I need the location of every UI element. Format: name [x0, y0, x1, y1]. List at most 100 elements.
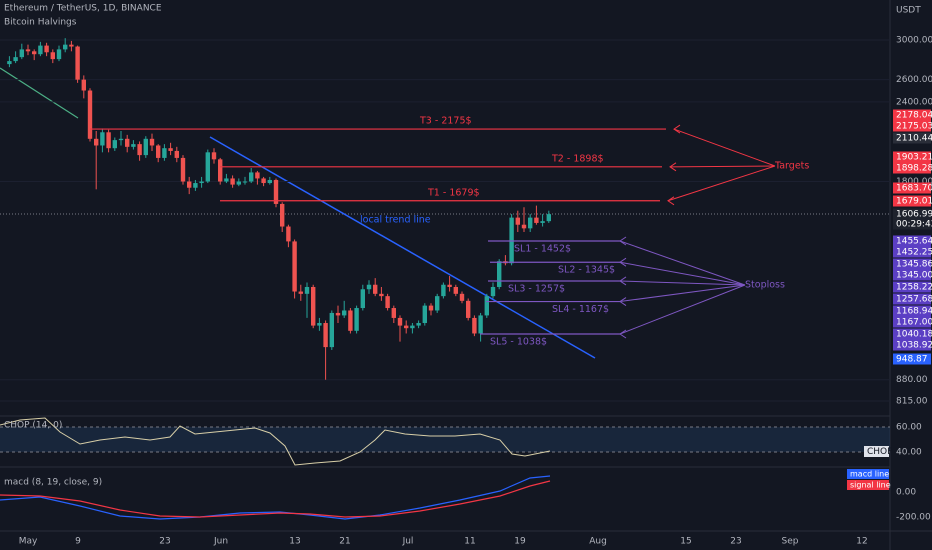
chop-line	[0, 417, 551, 466]
candle-body	[205, 152, 210, 182]
stoploss-arrow	[619, 284, 746, 335]
price-tick-label: 1800.00	[896, 177, 932, 187]
price-tag	[893, 339, 931, 351]
price-tag-label: 948.87	[896, 355, 928, 365]
candle-body	[391, 308, 396, 318]
chop-tag-label: CHOP	[867, 447, 893, 457]
candle-body	[311, 286, 316, 326]
candle-body	[174, 150, 179, 158]
time-tick-label: 13	[289, 537, 300, 547]
stoploss-arrow	[619, 240, 746, 286]
time-tick-label: 11	[464, 537, 475, 547]
price-tag-label: 1345.00	[896, 271, 932, 281]
candle-body	[137, 144, 142, 156]
candle-body	[218, 159, 223, 182]
time-tick-label: 23	[730, 537, 741, 547]
candle-body	[459, 293, 465, 301]
arrow-head	[669, 162, 677, 172]
candle-body	[211, 152, 217, 160]
candle-body	[304, 286, 310, 294]
time-tick-label: 12	[856, 537, 867, 547]
price-tag	[893, 120, 931, 132]
candle-body	[81, 79, 86, 91]
candle-body	[447, 284, 452, 287]
arrow-head	[667, 196, 675, 206]
candle-body	[94, 138, 99, 146]
stoploss-arrow	[619, 280, 746, 286]
candle-body	[44, 45, 49, 53]
target-label: T1 - 1679$	[427, 187, 480, 198]
candle-body	[112, 140, 117, 149]
price-tag	[893, 195, 931, 207]
candle-body	[292, 241, 297, 292]
candle-body	[255, 172, 260, 179]
price-tick-label: 815.00	[896, 397, 928, 407]
price-tag	[893, 151, 931, 163]
candle-body	[497, 261, 502, 287]
stoploss-arrow	[619, 261, 746, 286]
candle-body	[416, 323, 421, 326]
candle-body	[180, 157, 186, 182]
candle-body	[453, 286, 458, 294]
candle-body	[19, 49, 24, 58]
price-tag	[893, 258, 931, 270]
candle-body	[472, 317, 477, 334]
candle-body	[348, 310, 353, 331]
time-tick-label: Jul	[402, 537, 414, 547]
candle-body	[410, 325, 415, 329]
candle-body	[342, 310, 347, 316]
price-tick-label: 3000.00	[896, 36, 932, 46]
candle-body	[199, 181, 204, 184]
price-tag-label: 1040.18	[896, 330, 932, 340]
candle-body	[267, 179, 272, 184]
candle-body	[230, 178, 235, 185]
target-arrow	[667, 165, 776, 202]
target-arrow	[669, 165, 776, 168]
candle-body	[87, 90, 93, 139]
macd-tick-label: 0.00	[896, 488, 916, 498]
stoploss-label: SL3 - 1257$	[508, 283, 565, 294]
chop-title: CHOP (14, 0)	[4, 421, 62, 431]
price-tag-label: 1455.64	[896, 237, 932, 247]
macd-tick-label: -200.00	[896, 513, 931, 523]
price-tag	[893, 269, 931, 281]
price-tag-label: 1258.22	[896, 283, 932, 293]
candle-body	[63, 44, 68, 50]
indicator-title: Bitcoin Halvings	[4, 18, 77, 28]
time-tick-label: 21	[339, 537, 350, 547]
price-tag	[893, 109, 931, 121]
candle-body	[428, 305, 434, 311]
candle-body	[335, 312, 341, 316]
candle-body	[25, 49, 31, 52]
price-tag	[893, 235, 931, 247]
price-tag	[893, 182, 931, 194]
targets-label: Targets	[774, 161, 809, 172]
candle-body	[156, 145, 161, 158]
candle-body	[131, 144, 136, 147]
candle-body	[13, 57, 18, 62]
macd-tag	[847, 480, 889, 490]
candle-body	[32, 51, 37, 55]
target-label: T3 - 2175$	[419, 116, 472, 127]
price-tag-label: 2175.03	[896, 122, 932, 132]
chop-tag	[864, 446, 889, 457]
candle-body	[224, 178, 229, 182]
symbol-title: Ethereum / TetherUS, 1D, BINANCE	[4, 4, 162, 14]
chop-tick-label: 60.00	[896, 423, 922, 433]
price-tag	[893, 305, 931, 317]
candle-body	[118, 138, 124, 141]
price-tick-label: 2600.00	[896, 75, 932, 85]
trend-line	[209, 136, 596, 359]
candle-body	[441, 284, 446, 297]
candle-body	[329, 312, 334, 348]
price-tag-label: 1452.25	[896, 248, 932, 258]
candle-body	[125, 138, 130, 147]
candle-body	[490, 286, 496, 297]
candle-body	[385, 296, 390, 309]
candle-body	[404, 325, 409, 329]
candle-body	[162, 148, 167, 158]
arrow-head	[619, 297, 627, 306]
trend-line	[0, 67, 79, 119]
price-tag	[893, 132, 931, 144]
